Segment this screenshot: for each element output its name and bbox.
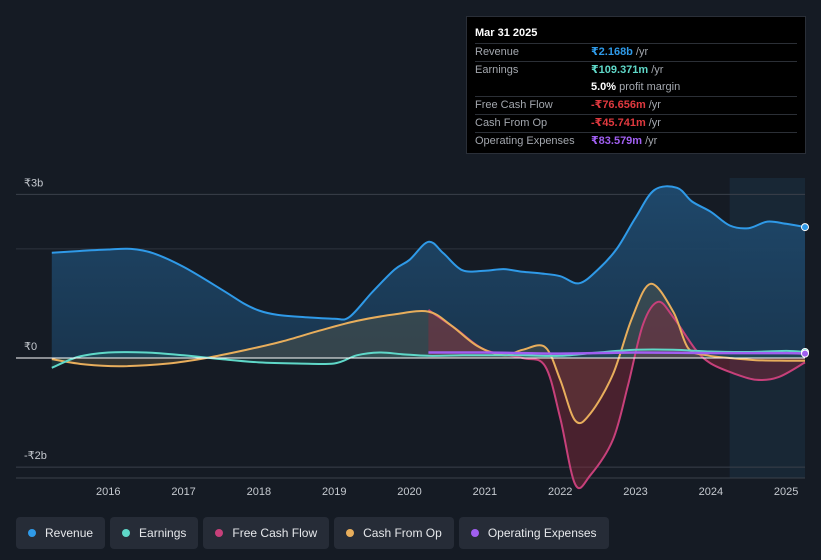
tooltip-value: ₹2.168b [591, 46, 633, 58]
tooltip-panel: Mar 31 2025 Revenue ₹2.168b /yr Earnings… [466, 16, 806, 154]
legend-label: Free Cash Flow [232, 526, 318, 540]
tooltip-value: ₹109.371m [591, 64, 649, 76]
tooltip-row-earnings: Earnings ₹109.371m /yr [475, 61, 797, 79]
tooltip-label [475, 79, 591, 96]
revenue-area [51, 186, 805, 358]
tooltip-label: Free Cash Flow [475, 99, 553, 111]
earnings-area [51, 349, 805, 368]
tooltip-date: Mar 31 2025 [475, 27, 538, 39]
legend-dot-icon [122, 529, 131, 537]
x-tick-label: 2019 [322, 486, 346, 498]
x-tick-label: 2016 [96, 486, 120, 498]
tooltip-row-profit-margin: 5.0% profit margin [475, 79, 797, 96]
tooltip-value: -₹76.656m [591, 99, 646, 111]
x-tick-label: 2018 [247, 486, 271, 498]
tooltip-row-operating-expenses: Operating Expenses ₹83.579m /yr [475, 132, 797, 150]
tooltip-value: 5.0% [591, 81, 617, 93]
legend-dot-icon [346, 529, 355, 537]
legend-label: Revenue [45, 526, 94, 540]
tooltip-label: Operating Expenses [475, 135, 575, 147]
earnings-line [51, 348, 806, 369]
legend-item-cash-from-op[interactable]: Cash From Op [334, 517, 454, 549]
tooltip-unit: /yr [635, 46, 649, 58]
legend-label: Cash From Op [363, 526, 442, 540]
operating-expenses-line [428, 351, 806, 355]
chart-legend: Revenue Earnings Free Cash Flow Cash Fro… [16, 517, 614, 549]
x-tick-label: 2020 [397, 486, 421, 498]
cash-from-op-area [51, 283, 805, 424]
revenue-line [51, 185, 806, 321]
legend-label: Earnings [139, 526, 187, 540]
tooltip-value: ₹83.579m [591, 135, 643, 147]
tooltip-row-cash-from-op: Cash From Op -₹45.741m /yr [475, 114, 797, 132]
tooltip-row-revenue: Revenue ₹2.168b /yr [475, 43, 797, 61]
operating-expenses-end-dot [801, 349, 809, 358]
free-cash-flow-area [428, 301, 805, 489]
tooltip-label: Earnings [475, 64, 519, 76]
x-tick-label: 2021 [473, 486, 497, 498]
x-tick-label: 2022 [548, 486, 572, 498]
y-tick-label: ₹3b [24, 177, 43, 189]
legend-dot-icon [28, 529, 36, 537]
tooltip-label: Cash From Op [475, 117, 548, 129]
legend-item-free-cash-flow[interactable]: Free Cash Flow [203, 517, 330, 549]
x-tick-label: 2025 [774, 486, 798, 498]
legend-label: Operating Expenses [487, 526, 597, 540]
legend-dot-icon [215, 529, 224, 537]
x-tick-label: 2017 [171, 486, 195, 498]
legend-item-operating-expenses[interactable]: Operating Expenses [458, 517, 609, 549]
y-tick-label: ₹0 [24, 341, 37, 353]
tooltip-unit: profit margin [619, 81, 681, 93]
tooltip-value: -₹45.741m [591, 117, 646, 129]
legend-item-revenue[interactable]: Revenue [16, 517, 106, 549]
legend-item-earnings[interactable]: Earnings [110, 517, 199, 549]
x-tick-label: 2023 [623, 486, 647, 498]
revenue-end-dot [801, 223, 809, 232]
tooltip-row-free-cash-flow: Free Cash Flow -₹76.656m /yr [475, 96, 797, 114]
tooltip-unit: /yr [651, 64, 664, 76]
tooltip-label: Revenue [475, 46, 520, 58]
tooltip-unit: /yr [648, 99, 661, 111]
x-tick-label: 2024 [699, 486, 723, 498]
tooltip-unit: /yr [645, 135, 658, 147]
tooltip-unit: /yr [648, 117, 661, 129]
y-tick-label: -₹2b [24, 450, 47, 462]
legend-dot-icon [470, 529, 479, 537]
